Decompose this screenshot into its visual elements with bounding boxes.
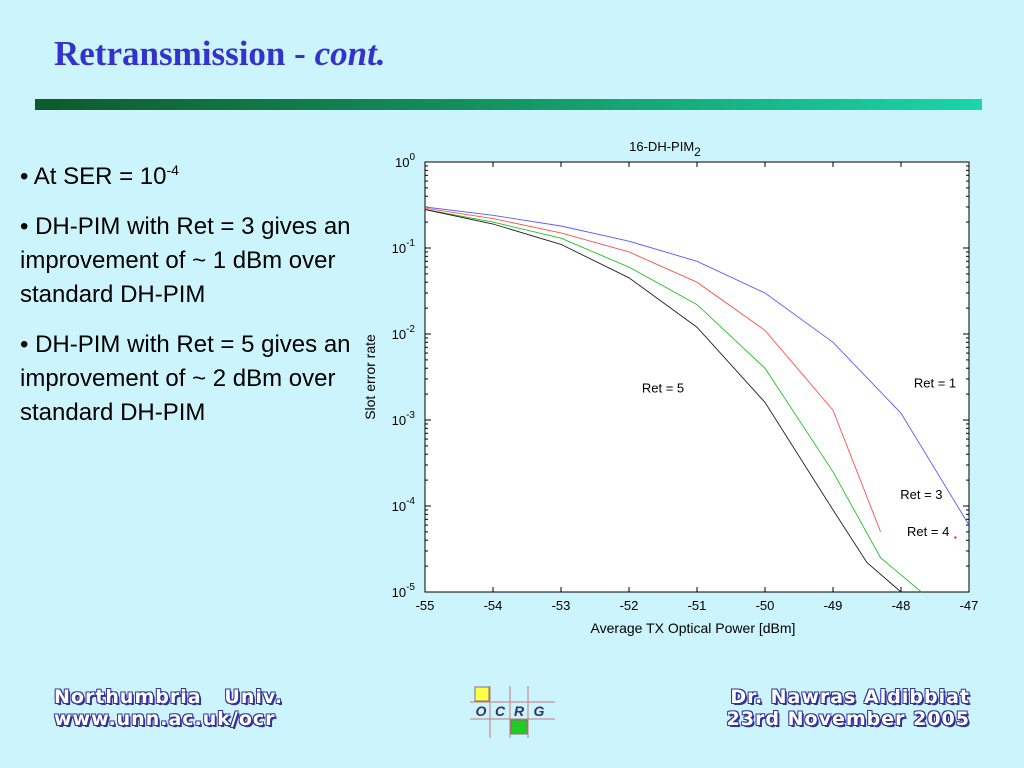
footer-author-name: Dr. Nawras Aldibbiat <box>730 686 970 708</box>
footer-university: Northumbria Univ. www.unn.ac.uk/ocr <box>54 686 283 730</box>
x-tick-label: -49 <box>824 598 843 613</box>
chart-title-subscript: 2 <box>694 145 701 159</box>
series-annotation: Ret = 4 <box>907 524 949 539</box>
series-annotations: Ret = 5 Ret = 1 Ret = 3 Ret = 4 <box>642 375 957 539</box>
axis-ticks: -55 -54 -53 -52 -51 -50 -49 -48 -47 100 10-1 10-2 10… <box>392 152 979 613</box>
bullet-ser-exponent: -4 <box>166 162 179 178</box>
bullet-ser: • At SER = 10-4 <box>20 160 360 194</box>
x-tick-label: -54 <box>484 598 503 613</box>
x-tick-label: -53 <box>552 598 571 613</box>
series-line <box>424 206 970 526</box>
x-tick-label: -50 <box>756 598 775 613</box>
footer-website: www.unn.ac.uk/ocr <box>54 708 276 730</box>
svg-text:O: O <box>476 703 487 719</box>
x-tick-label: -47 <box>960 598 979 613</box>
bullet-list: • At SER = 10-4 • DH-PIM with Ret = 3 gi… <box>20 160 360 446</box>
x-tick-label: -48 <box>892 598 911 613</box>
plot-area <box>424 161 970 593</box>
bullet-ret3: • DH-PIM with Ret = 3 gives an improveme… <box>20 213 351 308</box>
svg-text:G: G <box>534 703 545 719</box>
svg-text:C: C <box>495 703 506 719</box>
y-tick-label: 10-5 <box>392 582 416 600</box>
x-tick-label: -55 <box>416 598 435 613</box>
footer-author: Dr. Nawras Aldibbiat 23rd November 2005 <box>727 686 970 730</box>
x-tick-label: -51 <box>688 598 707 613</box>
svg-text:R: R <box>514 703 525 719</box>
bullet-ser-text: • At SER = 10 <box>20 163 167 190</box>
title-divider <box>35 99 982 110</box>
slide-title-main: Retransmission - <box>54 34 315 73</box>
y-tick-label: 10-1 <box>392 238 416 256</box>
slide-title: Retransmission - cont. <box>54 34 386 74</box>
series-annotation: Ret = 5 <box>642 380 684 395</box>
y-tick-label: 10-4 <box>392 496 416 514</box>
series-line <box>424 209 902 593</box>
x-axis-label: Average TX Optical Power [dBm] <box>591 620 796 636</box>
chart-title: 16-DH-PIM2 <box>629 139 701 159</box>
series-lines <box>424 206 970 593</box>
series-line <box>424 209 922 593</box>
y-tick-label: 100 <box>395 152 415 170</box>
x-tick-label: -52 <box>620 598 639 613</box>
y-tick-label: 10-2 <box>392 324 416 342</box>
bullet-ret5: • DH-PIM with Ret = 5 gives an improveme… <box>20 331 351 426</box>
marker-point <box>954 536 957 539</box>
footer-university-name: Northumbria Univ. <box>54 686 283 708</box>
ser-chart: 16-DH-PIM2 Average TX Optical Power [dBm… <box>362 139 979 636</box>
y-tick-label: 10-3 <box>392 410 416 428</box>
footer-date: 23rd November 2005 <box>726 708 970 730</box>
series-annotation: Ret = 1 <box>914 375 956 390</box>
ocrg-logo: O C R G <box>470 686 555 738</box>
slide-title-italic: cont. <box>314 34 386 73</box>
y-axis-label: Slot error rate <box>362 334 378 420</box>
series-line <box>424 207 882 533</box>
series-annotation: Ret = 3 <box>900 487 942 502</box>
